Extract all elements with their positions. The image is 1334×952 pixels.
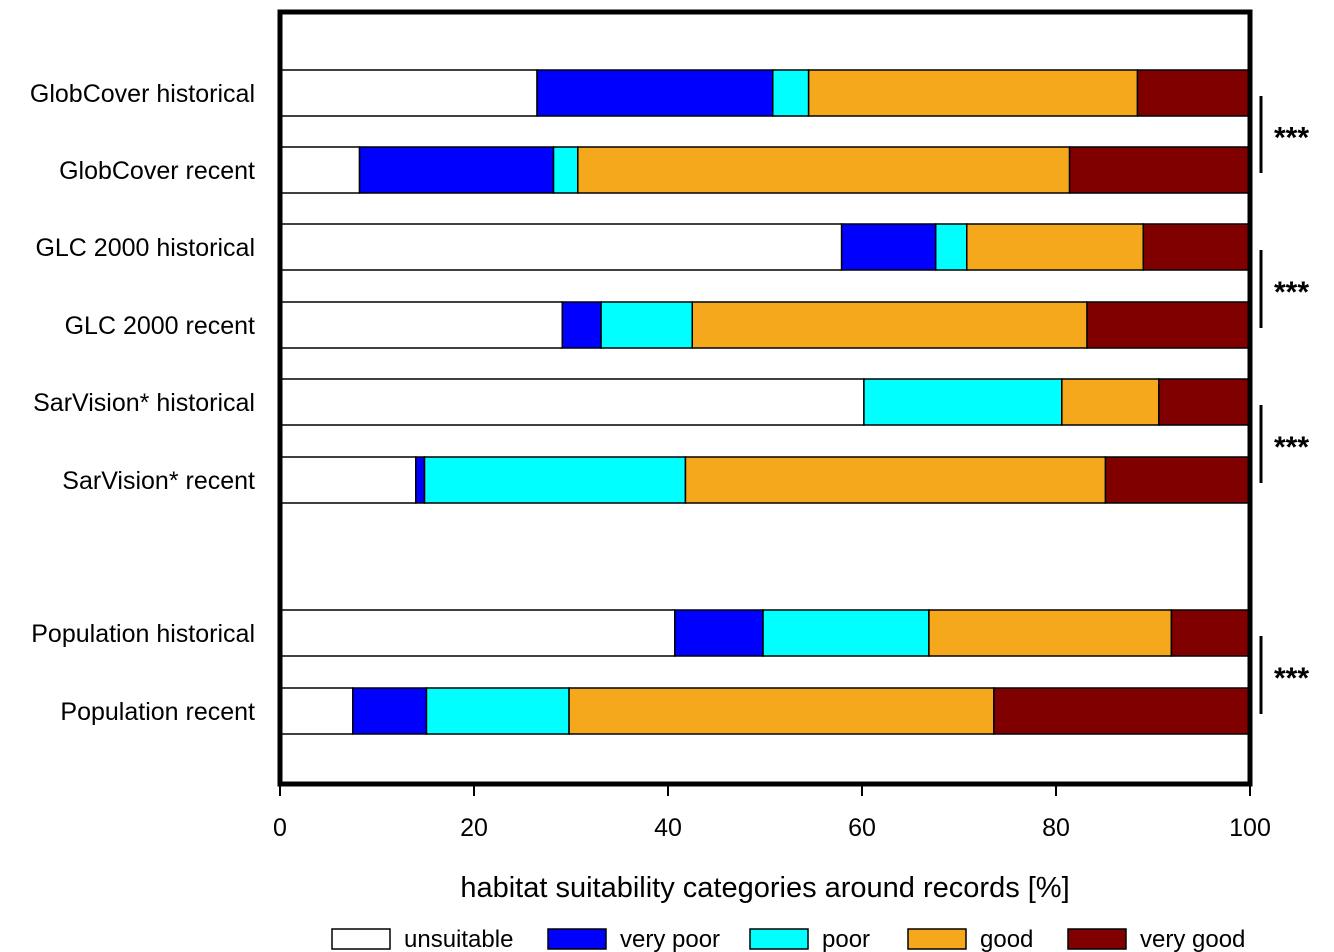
x-tick-label: 40 <box>654 814 682 842</box>
significance-label: *** <box>1274 662 1309 695</box>
bar-segment <box>279 146 361 194</box>
bar-segment <box>684 456 1107 504</box>
legend-label: good <box>980 926 1033 952</box>
bar-segment <box>1158 378 1251 426</box>
category-label: SarVision* historical <box>33 389 255 417</box>
legend-label: unsuitable <box>404 926 513 952</box>
bar-segment <box>1061 378 1160 426</box>
bar-segment <box>536 69 774 117</box>
bar-segment <box>600 301 694 349</box>
legend-label: very poor <box>620 926 720 952</box>
category-label: GlobCover historical <box>30 80 255 108</box>
bar-segment <box>966 223 1145 271</box>
legend-swatch <box>1067 928 1127 950</box>
legend-label: very good <box>1140 926 1245 952</box>
bar-segment <box>577 146 1071 194</box>
bar-segment <box>993 687 1251 735</box>
bar-segment <box>762 609 930 657</box>
bar-segment <box>863 378 1063 426</box>
bar-segment <box>772 69 810 117</box>
significance-label: *** <box>1274 276 1309 309</box>
bar-segment <box>279 69 538 117</box>
significance-annotations: *** *** *** *** <box>1259 96 1309 714</box>
bar-segment <box>279 378 865 426</box>
x-axis-title: habitat suitability categories around re… <box>460 872 1069 904</box>
bar-segment <box>568 687 995 735</box>
bar-segment <box>807 69 1139 117</box>
category-label: Population recent <box>60 698 255 726</box>
category-label: SarVision* recent <box>62 467 255 495</box>
bar-segment <box>934 223 968 271</box>
bar-segment <box>691 301 1088 349</box>
bar-segment <box>1104 456 1251 504</box>
legend-swatch <box>749 928 809 950</box>
x-tick-label: 0 <box>273 814 287 842</box>
bar-segment <box>1068 146 1251 194</box>
bar-segment <box>840 223 937 271</box>
x-tick-label: 60 <box>848 814 876 842</box>
bar-segment <box>358 146 555 194</box>
bar-segment <box>352 687 428 735</box>
bar-segment <box>279 223 843 271</box>
bar-segment <box>279 609 676 657</box>
bar-segment <box>415 456 426 504</box>
bar-segment <box>928 609 1173 657</box>
category-label: Population historical <box>31 620 255 648</box>
legend-label: poor <box>822 926 870 952</box>
bar-segment <box>561 301 602 349</box>
bar-segment <box>425 687 570 735</box>
bar-segment <box>279 301 564 349</box>
category-labels: GlobCover historical GlobCover recent GLC … <box>30 80 255 726</box>
bar-segment <box>674 609 764 657</box>
x-tick-label: 20 <box>460 814 488 842</box>
bar-segment <box>552 146 579 194</box>
legend-swatch <box>331 928 391 950</box>
bar-segment <box>1142 223 1251 271</box>
plot-frame <box>277 9 1253 787</box>
bar-segment <box>279 456 417 504</box>
significance-label: *** <box>1274 431 1309 464</box>
legend: unsuitable very poor poor good very good <box>331 926 1245 952</box>
legend-swatch <box>907 928 967 950</box>
bars-layer <box>279 69 1251 735</box>
legend-swatch <box>547 928 607 950</box>
x-tick-label: 80 <box>1042 814 1070 842</box>
bar-segment <box>1136 69 1251 117</box>
bar-segment <box>279 687 354 735</box>
x-tick-label: 100 <box>1229 814 1271 842</box>
category-label: GLC 2000 historical <box>35 234 255 262</box>
x-axis: 0 20 40 60 80 100 <box>273 784 1271 842</box>
bar-segment <box>1086 301 1251 349</box>
significance-label: *** <box>1274 122 1309 155</box>
bar-segment <box>423 456 687 504</box>
bar-segment <box>1170 609 1251 657</box>
category-label: GlobCover recent <box>59 157 255 185</box>
category-label: GLC 2000 recent <box>65 312 255 340</box>
